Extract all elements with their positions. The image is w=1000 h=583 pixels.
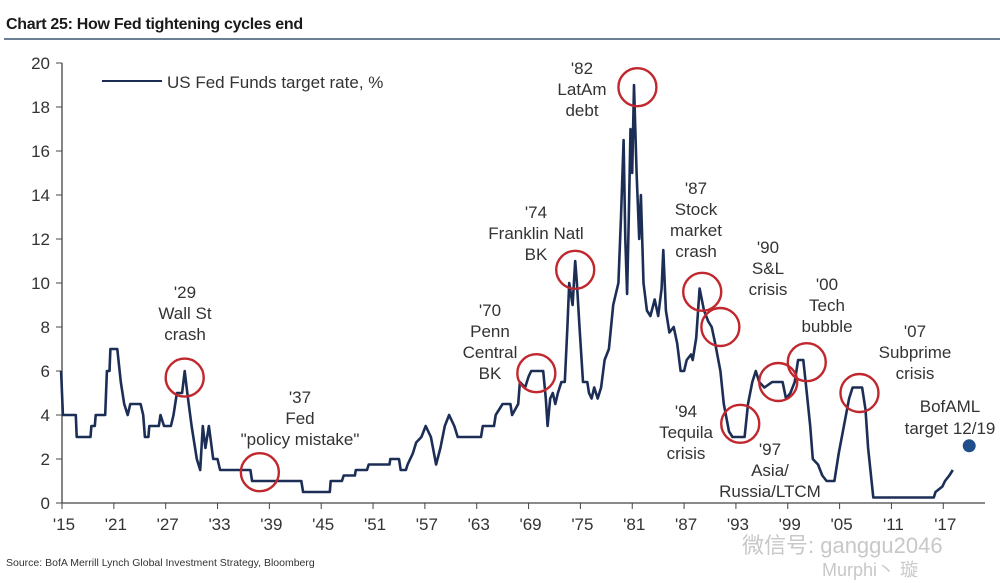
- annotation-label: '82: [571, 59, 593, 78]
- annotation-label: '90: [757, 238, 779, 257]
- x-tick-label: '45: [312, 515, 334, 534]
- x-tick-label: '17: [934, 515, 956, 534]
- y-tick-label: 0: [41, 494, 50, 513]
- target-dot: [962, 439, 976, 453]
- annotation-circle: [682, 271, 723, 312]
- annotation-label: Russia/LTCM: [719, 482, 821, 501]
- annotation-circles: [164, 66, 880, 493]
- annotation-label: Central: [463, 343, 518, 362]
- y-tick-label: 18: [31, 98, 50, 117]
- annotation-label: '37: [289, 388, 311, 407]
- target-label: target 12/19: [905, 419, 996, 438]
- annotation-circle: [839, 372, 880, 414]
- annotation-label: crisis: [896, 364, 935, 383]
- annotation-label: BK: [479, 364, 502, 383]
- annotation-label: '29: [174, 283, 196, 302]
- annotation-circle: [617, 66, 658, 108]
- x-tick-label: '15: [53, 515, 75, 534]
- annotation-label: Wall St: [158, 304, 211, 323]
- annotation-circle: [700, 306, 741, 348]
- x-tick-label: '69: [519, 515, 541, 534]
- legend: US Fed Funds target rate, %: [102, 73, 383, 92]
- chart-title: Chart 25: How Fed tightening cycles end: [6, 16, 303, 33]
- y-tick-label: 16: [31, 142, 50, 161]
- x-tick-label: '27: [157, 515, 179, 534]
- y-tick-label: 20: [31, 54, 50, 73]
- x-tick-label: '75: [571, 515, 593, 534]
- x-tick-label: '51: [364, 515, 386, 534]
- annotation-label: crash: [675, 242, 717, 261]
- annotation-label: '07: [904, 322, 926, 341]
- annotation-circle: [758, 361, 799, 403]
- annotation-label: Subprime: [879, 343, 952, 362]
- annotation-label: Stock: [675, 200, 718, 219]
- annotation-circle: [516, 353, 557, 394]
- annotation-label: '74: [525, 203, 547, 222]
- annotation-circle: [239, 452, 281, 493]
- y-tick-label: 2: [41, 450, 50, 469]
- annotation-label: '70: [479, 301, 501, 320]
- x-tick-label: '39: [260, 515, 282, 534]
- y-tick-label: 4: [41, 406, 50, 425]
- series-line-fed-funds: [59, 83, 954, 499]
- title-divider: [4, 38, 1000, 40]
- watermark-weibo: Murphi丶 璇: [822, 560, 919, 580]
- annotation-label: crash: [164, 325, 206, 344]
- target-label: BofAML: [920, 397, 980, 416]
- axes: 0 2 4 6 8 10 12 14 16 18 20 '15 '21 '27 '33 '39 '45 '51 '5…: [31, 54, 985, 534]
- x-tick-label: '81: [623, 515, 645, 534]
- y-tick-label: 6: [41, 362, 50, 381]
- annotation-label: LatAm: [557, 80, 606, 99]
- x-tick-label: '63: [468, 515, 490, 534]
- y-tick-label: 14: [31, 186, 50, 205]
- target-annotation: BofAML target 12/19: [905, 397, 996, 453]
- y-tick-label: 12: [31, 230, 50, 249]
- annotation-label: debt: [565, 101, 598, 120]
- annotation-label: '97: [759, 440, 781, 459]
- watermark-wechat: 微信号: ganggu2046: [742, 533, 943, 558]
- annotation-label: crisis: [749, 280, 788, 299]
- x-tick-label: '99: [779, 515, 801, 534]
- annotation-label: Fed: [285, 409, 314, 428]
- x-tick-label: '21: [105, 515, 127, 534]
- annotation-label: Asia/: [751, 461, 789, 480]
- annotation-label: Penn: [470, 322, 510, 341]
- x-tick-label: '11: [883, 515, 904, 534]
- annotation-label: bubble: [801, 317, 852, 336]
- annotation-circle: [720, 403, 761, 444]
- annotation-label: S&L: [752, 259, 784, 278]
- x-tick-label: '33: [208, 515, 230, 534]
- x-tick-label: '87: [675, 515, 697, 534]
- annotation-label: market: [670, 221, 722, 240]
- annotation-label: crisis: [667, 444, 706, 463]
- annotation-label: BK: [525, 245, 548, 264]
- y-tick-label: 8: [41, 318, 50, 337]
- annotation-circle: [555, 249, 596, 290]
- x-tick-label: '93: [727, 515, 749, 534]
- legend-label: US Fed Funds target rate, %: [167, 73, 383, 92]
- annotation-label: Tech: [809, 296, 845, 315]
- x-tick-label: '05: [831, 515, 853, 534]
- annotation-label: Tequila: [659, 423, 713, 442]
- y-tick-label: 10: [31, 274, 50, 293]
- annotation-label: Franklin Natl: [488, 224, 583, 243]
- annotation-circle: [164, 357, 205, 398]
- annotation-label: '94: [675, 402, 697, 421]
- annotation-circle: [786, 342, 827, 383]
- annotation-label: '87: [685, 179, 707, 198]
- annotation-labels: '29 Wall St crash '37 Fed "policy mistake" '70…: [158, 59, 951, 501]
- x-tick-label: '57: [416, 515, 438, 534]
- source-note: Source: BofA Merrill Lynch Global Invest…: [6, 557, 315, 569]
- annotation-label: "policy mistake": [241, 430, 360, 449]
- annotation-label: '00: [816, 275, 838, 294]
